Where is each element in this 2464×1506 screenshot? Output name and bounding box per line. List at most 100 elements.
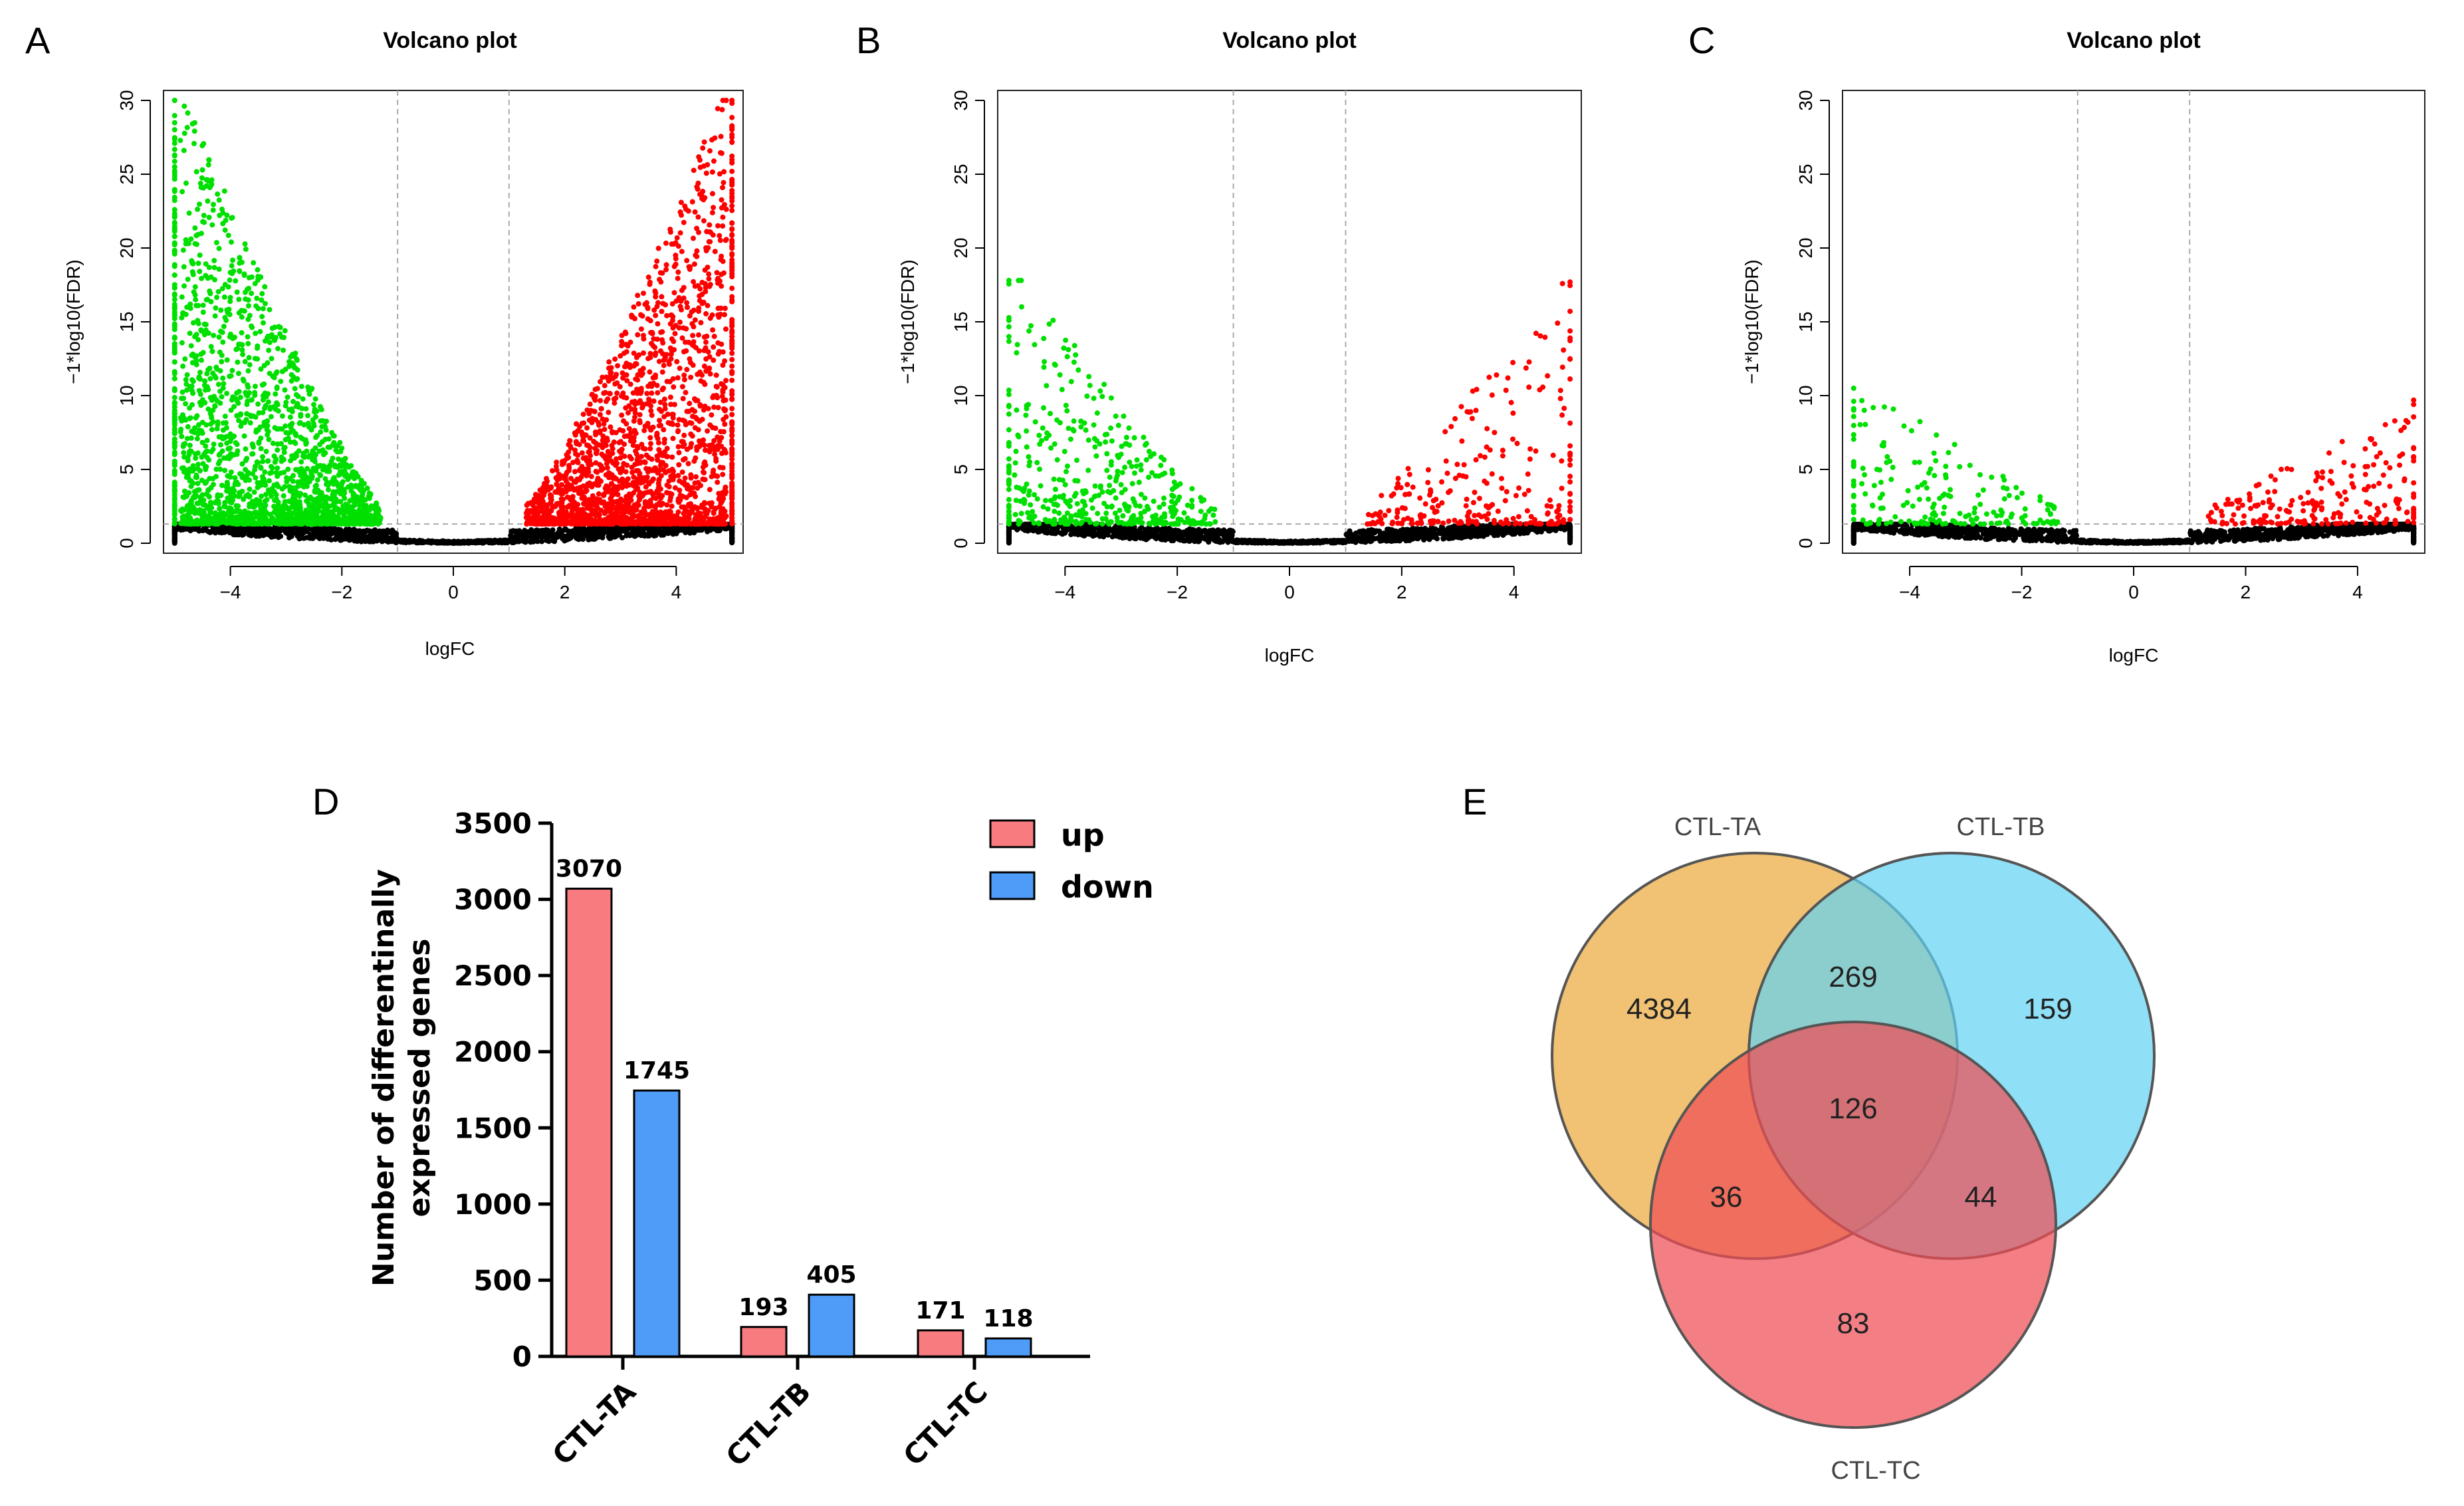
down-regulated-point — [187, 330, 193, 336]
up-regulated-point — [717, 233, 723, 239]
down-regulated-point — [241, 271, 247, 277]
up-regulated-point — [641, 291, 646, 297]
down-regulated-point — [263, 482, 269, 488]
up-regulated-point — [663, 240, 669, 246]
down-regulated-point — [293, 404, 299, 410]
down-regulated-point — [199, 357, 204, 363]
not-significant-point — [409, 539, 415, 545]
not-significant-point — [501, 537, 506, 543]
down-regulated-point — [220, 339, 226, 345]
not-significant-point — [328, 527, 334, 533]
down-regulated-point — [273, 509, 279, 515]
up-regulated-point — [677, 319, 683, 325]
up-regulated-point — [717, 237, 723, 243]
down-regulated-point — [270, 440, 276, 446]
down-regulated-point — [236, 388, 242, 394]
down-regulated-point — [230, 489, 236, 495]
down-regulated-point — [255, 267, 261, 273]
up-regulated-point — [656, 423, 662, 429]
down-regulated-point — [342, 463, 348, 469]
up-regulated-point — [705, 349, 711, 355]
up-regulated-point — [715, 106, 721, 112]
down-regulated-point — [281, 449, 287, 455]
not-significant-point — [553, 535, 559, 541]
up-regulated-point — [544, 478, 550, 484]
up-regulated-point — [720, 185, 725, 191]
down-regulated-point — [192, 495, 198, 501]
up-regulated-point — [662, 449, 668, 455]
down-regulated-point — [306, 495, 311, 501]
down-regulated-point — [223, 217, 229, 223]
down-regulated-point — [298, 384, 304, 390]
down-regulated-point — [243, 392, 249, 398]
down-regulated-point — [272, 459, 278, 465]
down-regulated-point — [247, 362, 253, 368]
down-regulated-point — [282, 328, 288, 334]
down-regulated-point — [171, 158, 177, 164]
up-regulated-point — [630, 513, 636, 519]
down-regulated-point — [219, 434, 225, 439]
up-regulated-point — [685, 461, 691, 467]
down-regulated-point — [314, 501, 320, 507]
down-regulated-point — [208, 485, 214, 491]
up-regulated-point — [647, 350, 653, 356]
down-regulated-point — [198, 351, 204, 357]
down-regulated-point — [289, 406, 294, 412]
up-regulated-point — [702, 477, 708, 483]
down-regulated-point — [171, 146, 177, 152]
down-regulated-point — [245, 491, 251, 497]
down-regulated-point — [265, 458, 271, 464]
down-regulated-point — [213, 510, 218, 516]
not-significant-point — [705, 529, 711, 535]
down-regulated-point — [298, 515, 304, 521]
down-regulated-point — [246, 303, 251, 309]
down-regulated-point — [342, 511, 348, 517]
down-regulated-point — [185, 110, 191, 116]
down-regulated-point — [203, 387, 208, 393]
down-regulated-point — [245, 334, 251, 340]
down-regulated-point — [200, 219, 206, 225]
up-regulated-point — [711, 344, 717, 350]
not-significant-point — [207, 529, 213, 535]
down-regulated-point — [308, 513, 314, 519]
up-regulated-point — [592, 445, 598, 451]
panel-letter-a: A — [25, 19, 51, 61]
up-regulated-point — [714, 384, 720, 390]
down-regulated-point — [207, 376, 213, 382]
down-regulated-point — [171, 285, 177, 291]
up-regulated-point — [649, 390, 655, 396]
not-significant-point — [171, 535, 177, 541]
down-regulated-point — [222, 414, 228, 420]
down-regulated-point — [206, 457, 212, 463]
down-regulated-point — [171, 408, 177, 414]
down-regulated-point — [312, 409, 318, 415]
down-regulated-point — [179, 294, 185, 300]
down-regulated-point — [255, 427, 261, 433]
up-regulated-point — [681, 432, 687, 438]
not-significant-point — [574, 535, 580, 541]
up-regulated-point — [656, 358, 662, 364]
up-regulated-point — [615, 363, 621, 369]
up-regulated-point — [590, 493, 596, 499]
down-regulated-point — [183, 521, 189, 527]
up-regulated-point — [654, 336, 660, 342]
not-significant-point — [332, 536, 338, 542]
not-significant-point — [443, 540, 449, 546]
down-regulated-point — [303, 481, 309, 487]
not-significant-point — [619, 535, 625, 541]
up-regulated-point — [703, 248, 709, 254]
down-regulated-point — [274, 384, 280, 390]
not-significant-point — [344, 532, 350, 538]
down-regulated-point — [191, 128, 197, 134]
down-regulated-point — [243, 457, 249, 463]
not-significant-point — [623, 533, 629, 539]
down-regulated-point — [214, 426, 220, 432]
x-tick-label: −2 — [331, 582, 352, 602]
down-regulated-point — [171, 480, 177, 486]
down-regulated-point — [338, 521, 344, 527]
down-regulated-point — [239, 489, 245, 494]
down-regulated-point — [222, 467, 228, 473]
down-regulated-point — [171, 451, 177, 457]
down-regulated-point — [240, 352, 246, 358]
